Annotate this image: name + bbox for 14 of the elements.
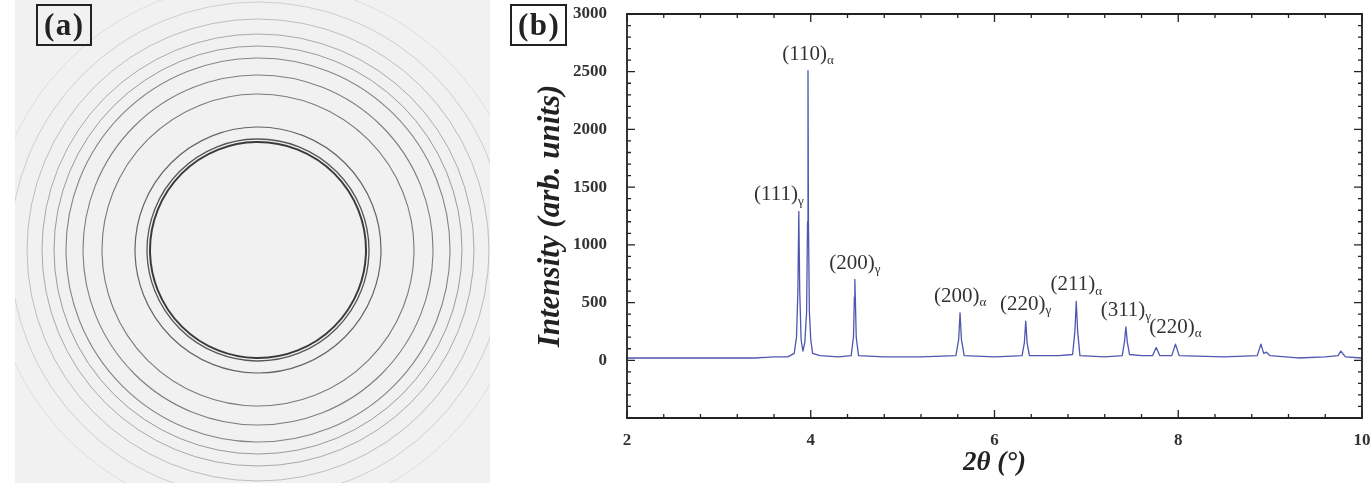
y-tick-label: 1500 [573, 176, 607, 196]
x-tick-label: 4 [806, 429, 816, 449]
y-tick-label: 2000 [573, 118, 607, 138]
x-tick-label: 2 [622, 429, 632, 449]
y-tick-label: 0 [598, 349, 607, 369]
text: (a) [36, 4, 92, 46]
y-tick-label: 500 [581, 291, 607, 311]
x-tick-label: 8 [1174, 429, 1183, 449]
y-tick-label: 2500 [573, 61, 607, 81]
text: (b) [510, 4, 568, 46]
y-axis-title: Intensity (arb. units) [530, 84, 566, 349]
x-tick-label: 10 [1353, 429, 1371, 449]
y-tick-label: 3000 [573, 3, 607, 23]
y-tick-label: 1000 [573, 234, 607, 254]
